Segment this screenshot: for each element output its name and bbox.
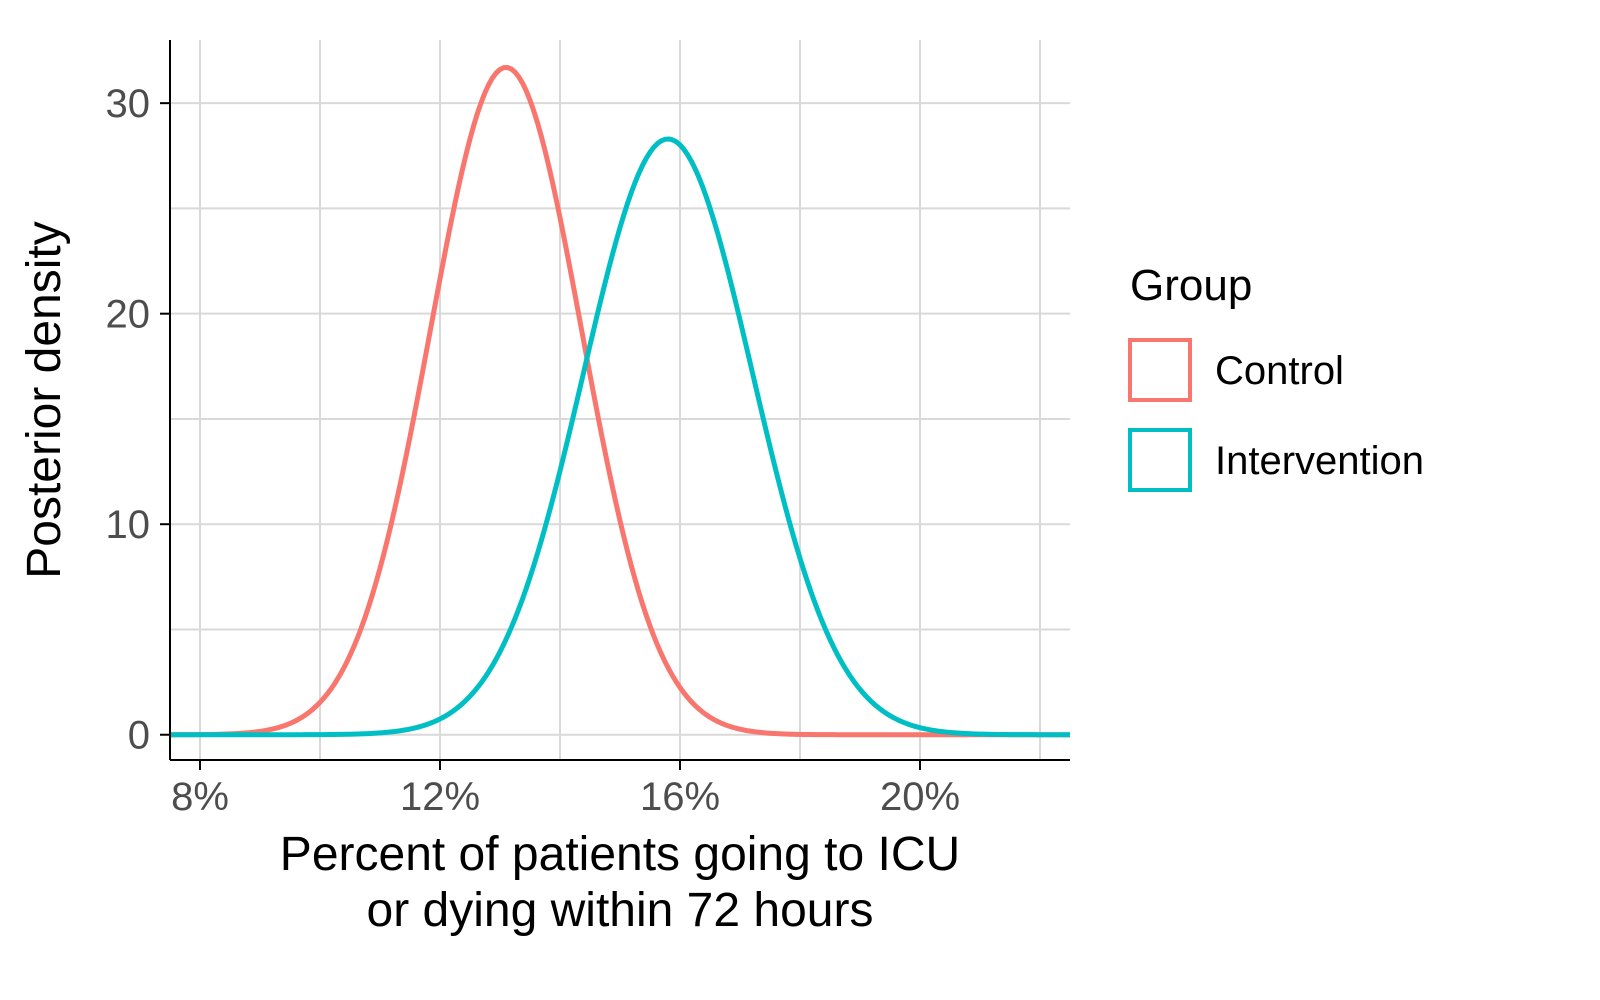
y-tick-label: 0 <box>128 714 150 758</box>
legend-label-control: Control <box>1215 349 1344 393</box>
x-tick-label: 16% <box>640 775 720 819</box>
x-tick-label: 12% <box>400 775 480 819</box>
y-tick-label: 10 <box>106 503 151 547</box>
panel-background <box>170 40 1070 760</box>
y-tick-label: 30 <box>106 82 151 126</box>
legend-key-intervention <box>1130 430 1190 490</box>
y-tick-label: 20 <box>106 293 151 337</box>
figure-container: 8% 12% 16% 20% 0 10 20 30 Percent of patients go… <box>0 0 1600 1000</box>
legend-key-control <box>1130 340 1190 400</box>
y-axis-title: Posterior density <box>18 221 71 579</box>
density-chart: 8% 12% 16% 20% 0 10 20 30 Percent of patients go… <box>0 0 1600 1000</box>
legend-label-intervention: Intervention <box>1215 439 1424 483</box>
x-axis-title-line2: or dying within 72 hours <box>367 884 874 937</box>
legend-title: Group <box>1130 261 1252 310</box>
x-tick-label: 8% <box>171 775 229 819</box>
x-tick-label: 20% <box>880 775 960 819</box>
x-axis-title-line1: Percent of patients going to ICU <box>280 828 960 881</box>
